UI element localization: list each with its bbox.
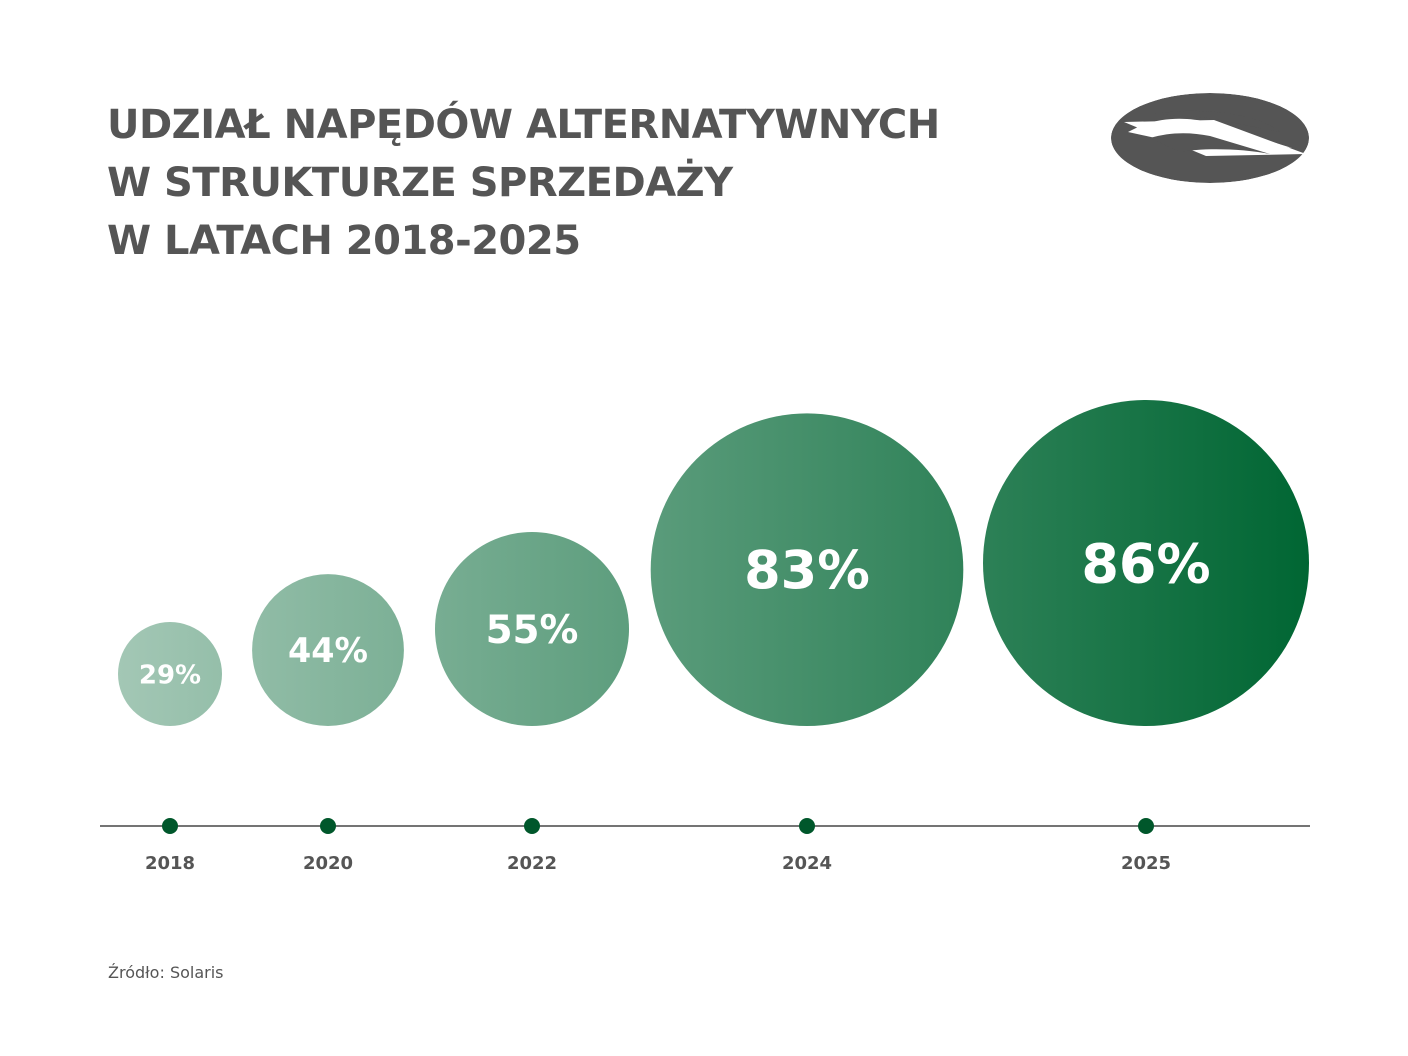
- title-line-2: W STRUKTURZE SPRZEDAŻY: [107, 160, 733, 206]
- bubble-2022: [434, 531, 630, 726]
- title-line-3: W LATACH 2018-2025: [107, 218, 581, 264]
- tick-label-2018: 2018: [145, 853, 195, 874]
- axis-dot-2024: [799, 818, 815, 834]
- chart-title: UDZIAŁ NAPĘDÓW ALTERNATYWNYCH W STRUKTUR…: [107, 96, 940, 270]
- data-label-2022: 55%: [486, 608, 579, 653]
- solaris-logo-icon: [1111, 93, 1309, 183]
- title-line-1: UDZIAŁ NAPĘDÓW ALTERNATYWNYCH: [107, 102, 940, 148]
- data-label-2025: 86%: [1081, 532, 1210, 595]
- tick-label-2024: 2024: [782, 853, 832, 874]
- tick-label-2022: 2022: [507, 853, 557, 874]
- bubble-2018: [118, 622, 222, 726]
- bubble-2025: [983, 400, 1309, 726]
- bubble-2024: [650, 413, 964, 726]
- axis-dot-2022: [524, 818, 540, 834]
- source-note: Źródło: Solaris: [108, 963, 224, 982]
- data-label-2024: 83%: [744, 541, 870, 602]
- tick-label-2020: 2020: [303, 853, 353, 874]
- data-label-2020: 44%: [288, 631, 368, 670]
- axis-dot-2025: [1138, 818, 1154, 834]
- data-label-2018: 29%: [139, 660, 201, 690]
- bubble-2020: [252, 574, 404, 727]
- tick-label-2025: 2025: [1121, 853, 1171, 874]
- axis-dot-2020: [320, 818, 336, 834]
- axis-dot-2018: [162, 818, 178, 834]
